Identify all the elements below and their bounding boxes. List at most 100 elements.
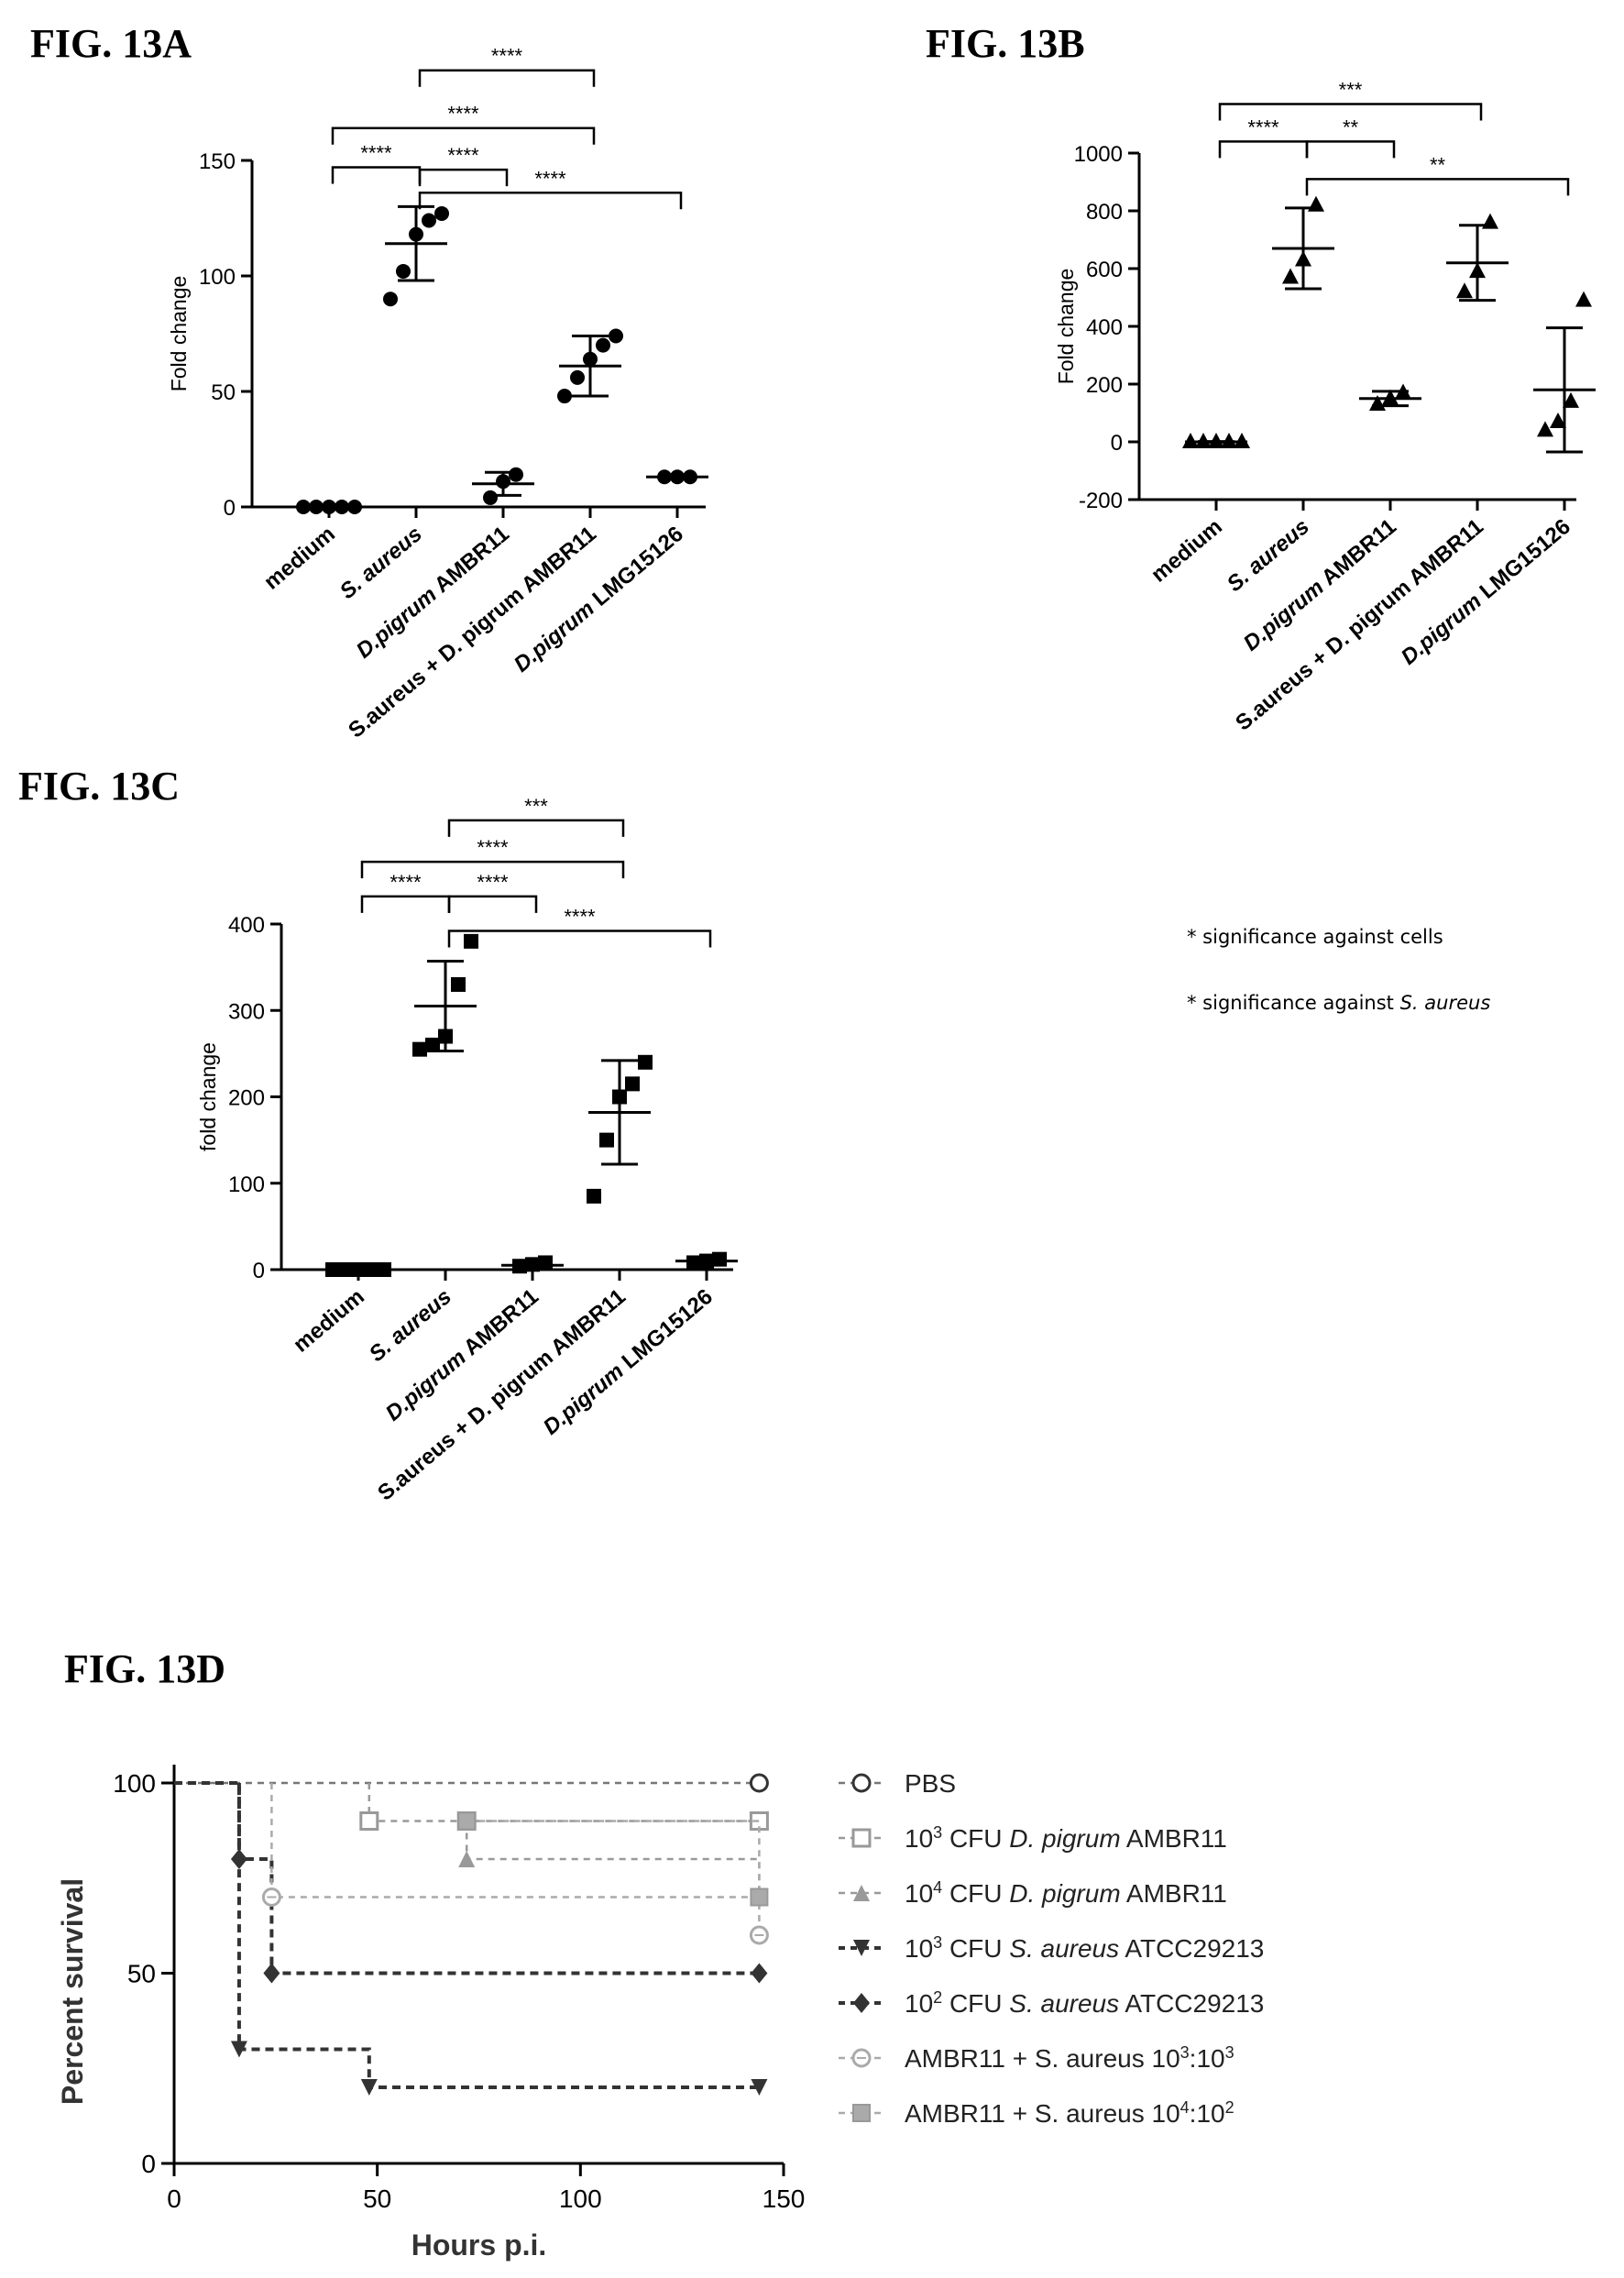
y-tick-label: 800 bbox=[1086, 200, 1123, 225]
significance-label: **** bbox=[534, 167, 566, 190]
significance-label: **** bbox=[390, 871, 422, 894]
significance-bracket bbox=[331, 127, 596, 145]
data-point bbox=[464, 933, 478, 949]
legend-label: AMBR11 + S. aureus 104:102 bbox=[905, 2098, 1234, 2128]
y-tick-label: 400 bbox=[1086, 315, 1123, 340]
note-significance-aureus: * significance against S. aureus bbox=[1187, 992, 1491, 1014]
significance-label: **** bbox=[360, 142, 392, 165]
data-point bbox=[1563, 391, 1579, 408]
legend-marker bbox=[853, 1993, 870, 2013]
survival-series-line bbox=[368, 1783, 760, 1822]
data-point bbox=[1550, 412, 1566, 428]
y-tick-label: -200 bbox=[1079, 489, 1123, 513]
y-axis-label: Fold change bbox=[1054, 269, 1078, 385]
y-tick-label: 300 bbox=[228, 999, 265, 1024]
x-axis-label: Hours p.i. bbox=[411, 2228, 547, 2261]
y-tick-label: 200 bbox=[1086, 373, 1123, 398]
y-tick-label: 50 bbox=[211, 380, 236, 405]
data-point bbox=[609, 328, 623, 344]
y-tick-label: 0 bbox=[1111, 431, 1123, 456]
significance-bracket bbox=[447, 819, 625, 837]
data-point bbox=[557, 389, 572, 404]
significance-bracket bbox=[360, 860, 625, 879]
figure-label-13a: FIG. 13A bbox=[30, 21, 192, 66]
legend-marker bbox=[853, 1885, 870, 1901]
x-tick-label: 100 bbox=[559, 2184, 602, 2213]
significance-label: *** bbox=[524, 795, 548, 818]
data-point bbox=[383, 292, 398, 307]
y-tick-label: 100 bbox=[199, 265, 236, 290]
data-point bbox=[1537, 421, 1553, 437]
data-point bbox=[1575, 291, 1592, 307]
survival-marker bbox=[230, 1849, 247, 1869]
survival-marker bbox=[457, 1811, 477, 1831]
significance-label: **** bbox=[477, 871, 509, 894]
y-tick-label: 100 bbox=[113, 1769, 156, 1798]
data-point bbox=[396, 263, 411, 279]
y-tick-label: 200 bbox=[228, 1086, 265, 1111]
significance-bracket bbox=[418, 69, 596, 87]
significance-label: **** bbox=[447, 144, 479, 167]
data-point bbox=[1456, 282, 1473, 299]
survival-marker bbox=[360, 2079, 378, 2096]
x-tick-label: 150 bbox=[763, 2184, 806, 2213]
y-axis-label: Fold change bbox=[167, 276, 191, 392]
figure-label-13c: FIG. 13C bbox=[18, 764, 180, 809]
survival-marker bbox=[458, 1851, 476, 1867]
y-axis-label: Percent survival bbox=[56, 1878, 89, 2105]
survival-marker bbox=[751, 1963, 768, 1984]
significance-label: **** bbox=[477, 836, 509, 859]
data-point bbox=[422, 213, 436, 228]
legend-label: AMBR11 + S. aureus 103:103 bbox=[905, 2043, 1234, 2073]
significance-bracket bbox=[1305, 140, 1396, 159]
legend-marker bbox=[852, 2104, 871, 2122]
legend-label: 104 CFU D. pigrum AMBR11 bbox=[905, 1878, 1227, 1908]
figure-label-13d: FIG. 13D bbox=[64, 1646, 225, 1691]
significance-bracket bbox=[418, 192, 683, 210]
data-point bbox=[451, 976, 466, 992]
data-point bbox=[596, 337, 610, 353]
legend-label: 103 CFU D. pigrum AMBR11 bbox=[905, 1823, 1227, 1853]
y-tick-label: 600 bbox=[1086, 258, 1123, 282]
data-point bbox=[434, 205, 449, 221]
significance-bracket bbox=[1218, 103, 1483, 121]
legend-marker bbox=[851, 1828, 872, 1848]
figure-label-13b: FIG. 13B bbox=[926, 21, 1085, 66]
data-point bbox=[625, 1076, 640, 1092]
survival-marker bbox=[263, 1963, 280, 1984]
survival-marker bbox=[359, 1811, 379, 1831]
y-tick-label: 0 bbox=[253, 1259, 265, 1283]
significance-bracket bbox=[1305, 178, 1570, 196]
data-point bbox=[412, 1041, 427, 1057]
legend-label: 102 CFU S. aureus ATCC29213 bbox=[905, 1988, 1264, 2018]
data-point bbox=[1282, 268, 1299, 284]
survival-series-line bbox=[270, 1783, 761, 1935]
significance-bracket bbox=[447, 930, 712, 948]
x-tick-label: 50 bbox=[363, 2184, 391, 2213]
survival-marker bbox=[751, 2079, 768, 2096]
data-point bbox=[638, 1054, 653, 1070]
survival-marker bbox=[749, 1773, 769, 1793]
y-tick-label: 0 bbox=[141, 2150, 156, 2178]
survival-series-line bbox=[174, 1781, 760, 2089]
y-tick-label: 150 bbox=[199, 149, 236, 174]
significance-bracket bbox=[418, 168, 509, 187]
note-significance-cells: * significance against cells bbox=[1187, 926, 1443, 948]
legend-marker bbox=[851, 1773, 872, 1793]
y-tick-label: 0 bbox=[224, 496, 236, 521]
survival-marker bbox=[230, 2041, 247, 2058]
legend-label: PBS bbox=[905, 1769, 956, 1798]
significance-label: *** bbox=[1339, 78, 1363, 101]
data-point bbox=[599, 1132, 614, 1148]
y-axis-label: fold change bbox=[196, 1042, 220, 1151]
significance-label: **** bbox=[564, 906, 596, 929]
y-tick-label: 100 bbox=[228, 1172, 265, 1197]
survival-series-line bbox=[465, 1821, 761, 1898]
survival-marker bbox=[750, 1887, 769, 1907]
legend-label: 103 CFU S. aureus ATCC29213 bbox=[905, 1933, 1264, 1963]
y-tick-label: 50 bbox=[127, 1960, 156, 1988]
legend-marker bbox=[853, 1940, 870, 1956]
